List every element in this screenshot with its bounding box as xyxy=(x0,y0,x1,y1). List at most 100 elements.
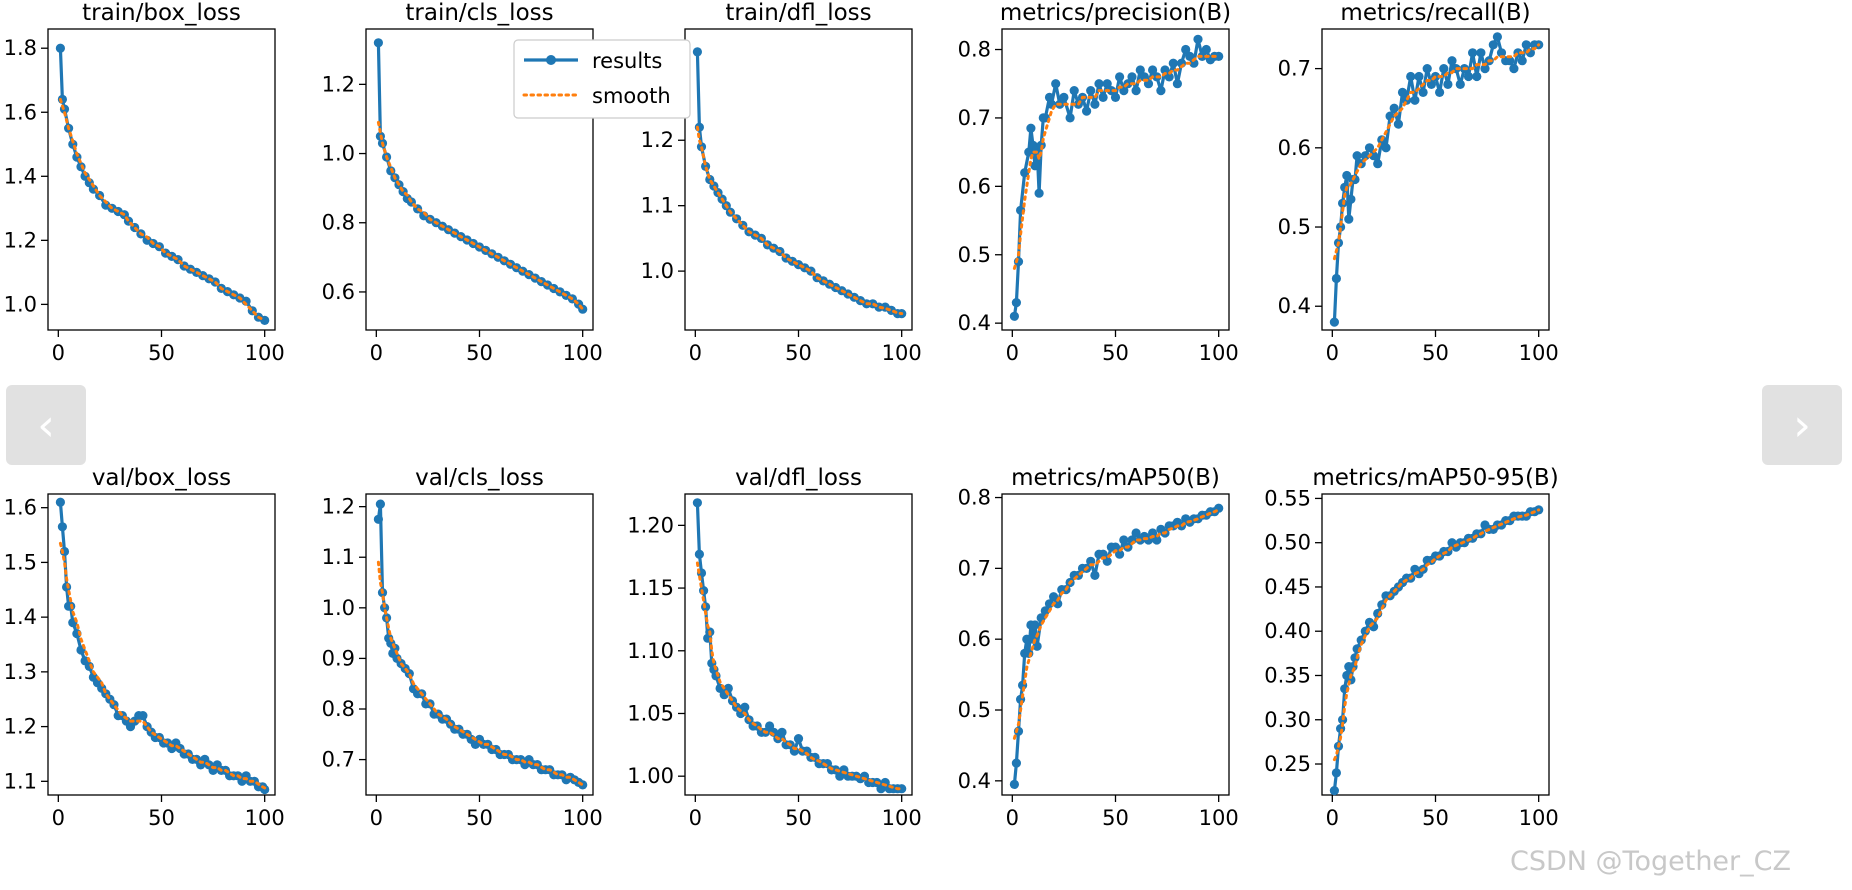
results-point xyxy=(1346,194,1356,204)
chart-title: train/cls_loss xyxy=(405,0,553,26)
results-point xyxy=(1214,51,1224,62)
y-tick-label: 0.6 xyxy=(1278,136,1311,160)
results-point xyxy=(1040,606,1050,616)
results-point xyxy=(1020,168,1030,178)
results-point xyxy=(1009,779,1020,790)
x-tick-label: 100 xyxy=(245,341,285,365)
series-smooth-line xyxy=(376,120,585,311)
results-point xyxy=(1135,65,1145,75)
results-point xyxy=(1329,786,1339,796)
chart-6: val/box_loss 0 50 100 1.1 1.2 1.3 1.4 1.5 1.6 xyxy=(4,465,285,830)
y-tick-label: 0.7 xyxy=(1278,57,1311,81)
results-point xyxy=(1115,549,1125,559)
legend-smooth-label: smooth xyxy=(592,84,671,108)
chart-4: metrics/precision(B) 0 50 100 0.4 0.5 0.6 0.7 0.… xyxy=(958,0,1239,365)
y-tick-label: 1.2 xyxy=(322,72,355,96)
results-point xyxy=(55,497,65,507)
y-tick-label: 0.35 xyxy=(1264,663,1311,687)
results-point xyxy=(1160,65,1170,75)
results-point xyxy=(694,549,705,559)
chart-2: train/cls_loss 0 50 100 0.6 0.8 1.0 1.2 xyxy=(322,0,603,365)
results-point xyxy=(1329,317,1339,327)
results-point xyxy=(1521,40,1531,50)
carousel-prev-button[interactable]: ‹ xyxy=(6,385,86,465)
results-point xyxy=(1094,79,1104,89)
results-point xyxy=(1397,87,1408,97)
y-tick-label: 0.45 xyxy=(1264,575,1311,599)
chart-5: metrics/recall(B) 0 50 100 0.4 0.5 0.6 0.7 xyxy=(1278,0,1559,365)
results-point xyxy=(1422,64,1432,74)
results-point xyxy=(1059,92,1069,102)
x-tick-label: 0 xyxy=(1006,806,1019,830)
results-point xyxy=(1152,535,1162,545)
y-tick-label: 1.4 xyxy=(4,164,37,188)
chart-title: val/box_loss xyxy=(92,465,231,491)
x-tick-label: 100 xyxy=(882,341,922,365)
x-tick-label: 0 xyxy=(1006,341,1019,365)
chart-7: val/cls_loss 0 50 100 0.7 0.8 0.9 1.0 1.1 1.2 xyxy=(322,465,603,830)
y-tick-label: 0.5 xyxy=(958,243,991,267)
y-tick-label: 1.10 xyxy=(627,639,674,663)
chart-title: val/dfl_loss xyxy=(735,465,862,491)
legend-results-label: results xyxy=(592,49,662,73)
y-tick-label: 1.1 xyxy=(641,194,674,218)
results-point xyxy=(1439,64,1449,74)
results-point xyxy=(740,702,750,712)
chart-9: metrics/mAP50(B) 0 50 100 0.4 0.5 0.6 0.7 0.8 xyxy=(958,465,1239,830)
y-tick-label: 0.6 xyxy=(958,174,991,198)
results-point xyxy=(1360,151,1370,161)
results-point xyxy=(1148,528,1158,538)
results-point xyxy=(1011,298,1022,308)
results-point xyxy=(692,47,703,57)
chart-title: val/cls_loss xyxy=(415,465,544,491)
series-smooth-line xyxy=(1332,508,1541,762)
x-tick-label: 100 xyxy=(1519,806,1559,830)
results-point xyxy=(1086,86,1096,96)
results-point xyxy=(1189,58,1199,68)
x-tick-label: 50 xyxy=(148,806,175,830)
chart-title: metrics/recall(B) xyxy=(1340,0,1530,26)
results-point xyxy=(1110,92,1121,102)
plot-frame xyxy=(365,493,594,796)
results-point xyxy=(1011,758,1022,768)
chart-title: train/box_loss xyxy=(82,0,241,26)
results-point xyxy=(1455,79,1465,89)
results-point xyxy=(1090,99,1100,109)
results-point xyxy=(1053,599,1063,609)
x-tick-label: 0 xyxy=(689,341,702,365)
y-tick-label: 0.7 xyxy=(958,556,991,580)
chart-1: train/box_loss 0 50 100 1.0 1.2 1.4 1.6 1.8 xyxy=(4,0,285,365)
results-point xyxy=(1051,79,1061,89)
results-point xyxy=(1443,79,1453,89)
series-results-line xyxy=(1012,37,1219,317)
results-point xyxy=(1418,87,1428,97)
results-point xyxy=(1331,273,1341,284)
results-point xyxy=(1472,71,1482,82)
y-tick-label: 0.6 xyxy=(958,627,991,651)
x-tick-label: 100 xyxy=(882,806,922,830)
plot-frame xyxy=(684,28,913,331)
results-point xyxy=(1496,48,1507,58)
series-smooth-line xyxy=(1332,43,1541,261)
y-tick-label: 1.1 xyxy=(4,769,37,793)
results-point xyxy=(1435,87,1445,97)
series-smooth-line xyxy=(695,561,904,791)
results-point xyxy=(1082,106,1092,116)
results-point xyxy=(1336,222,1346,232)
results-point xyxy=(1172,79,1182,89)
results-point xyxy=(1156,86,1166,96)
results-point xyxy=(1364,143,1375,153)
results-point xyxy=(897,784,907,794)
series-smooth-line xyxy=(58,541,267,790)
x-tick-label: 50 xyxy=(785,341,812,365)
y-tick-label: 1.1 xyxy=(322,545,355,569)
results-point xyxy=(1034,188,1044,198)
y-tick-label: 0.6 xyxy=(322,280,355,304)
carousel-next-button[interactable]: › xyxy=(1762,385,1842,465)
results-point xyxy=(1168,58,1178,68)
x-tick-label: 50 xyxy=(1102,341,1129,365)
results-point xyxy=(1119,535,1129,545)
y-tick-label: 1.6 xyxy=(4,100,37,124)
results-point xyxy=(57,522,67,532)
chevron-right-icon: › xyxy=(1793,399,1811,451)
